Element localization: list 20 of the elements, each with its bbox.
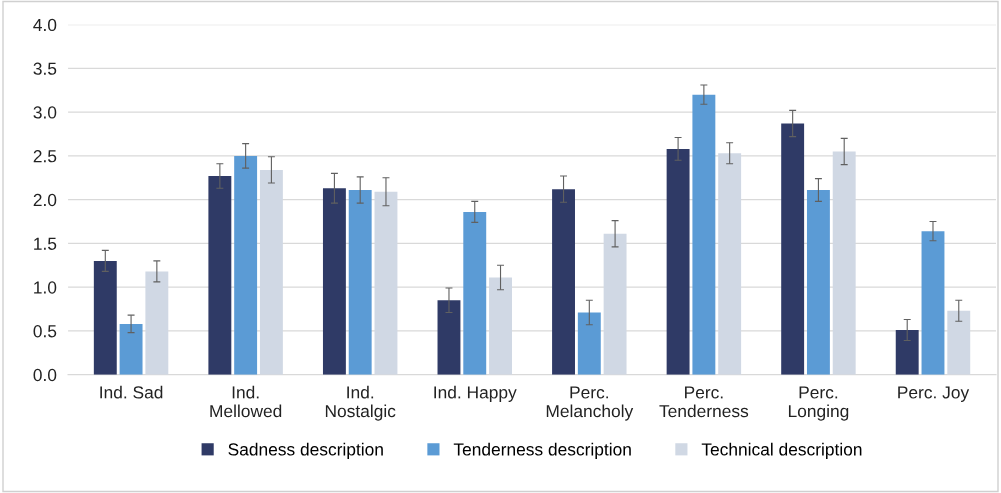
y-tick-label: 3.5 [33,62,57,75]
y-tick-label: 2.5 [33,150,57,163]
x-tick-label: Perc. Tenderness [659,386,749,418]
x-tick-label: Ind. Happy [434,385,517,402]
y-tick-label: 1.5 [34,237,57,250]
y-tick-label: 3.0 [33,106,57,119]
x-tick-label: Ind. Nostalgic [325,385,396,421]
x-tick-label: Ind. Sad [100,385,163,399]
x-tick-label: Perc. Joy [898,386,970,402]
y-tick-label: 0.5 [33,325,57,338]
x-tick-label: Ind. Mellowed [210,385,282,418]
legend-label: Sadness description [228,442,383,459]
legend-label: Technical description [701,442,862,459]
x-tick-label: Perc. Longing [788,386,849,421]
y-tick-label: 1.0 [34,281,57,294]
legend-label: Tenderness description [453,442,631,459]
y-tick-label: 2.0 [33,193,57,207]
y-tick-label: 4.0 [33,18,57,32]
x-tick-label: Perc. Melancholy [546,386,634,421]
y-tick-label: 0.0 [33,368,57,382]
